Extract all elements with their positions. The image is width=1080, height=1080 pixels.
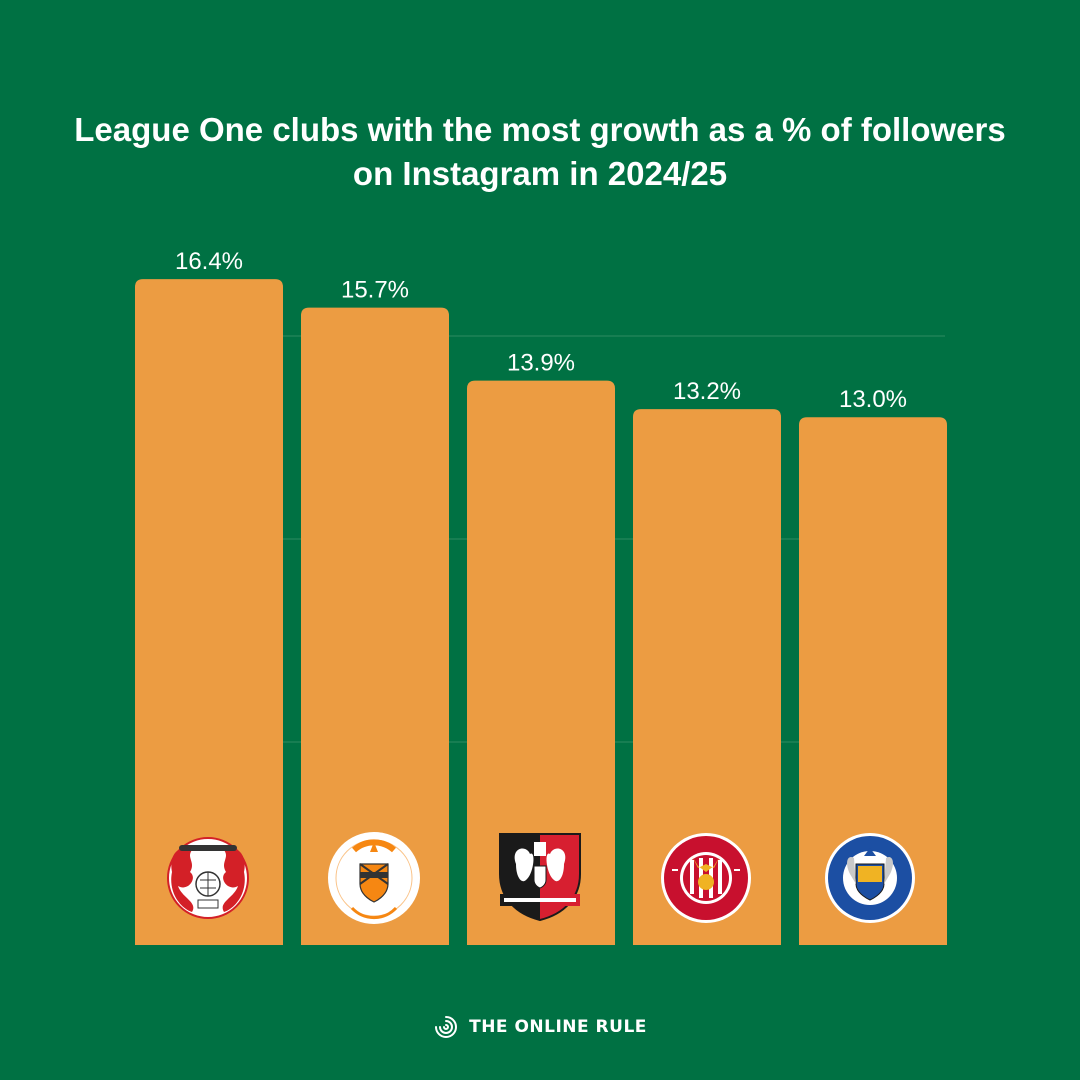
chart-title: League One clubs with the most growth as…	[74, 111, 1006, 192]
bar-blackpool	[301, 307, 449, 946]
bar-chart: 16.4% 15.7% 13.9% 13.2% 13.0%	[135, 248, 947, 946]
data-label-2: 13.9%	[507, 350, 575, 377]
stockport-county-logo	[825, 833, 915, 923]
bar-exeter-city-fc	[467, 380, 615, 945]
bar-stockport-county-fc	[799, 417, 947, 945]
data-label-0: 16.4%	[175, 248, 243, 275]
data-label-4: 13.0%	[839, 386, 907, 413]
leyton-orient-logo	[167, 837, 249, 919]
blackpool-logo	[328, 832, 420, 924]
data-label-1: 15.7%	[341, 277, 409, 304]
exeter-city-logo	[499, 833, 581, 922]
bar-stevenage	[633, 409, 781, 946]
stevenage-logo	[661, 833, 751, 923]
footer-brand: THE ONLINE RULE	[469, 1017, 647, 1037]
bars-group	[135, 279, 947, 946]
data-label-3: 13.2%	[673, 378, 741, 405]
bar-leyton-orient	[135, 279, 283, 945]
fingerprint-icon	[435, 1016, 458, 1038]
footer: THE ONLINE RULE	[0, 1012, 1080, 1042]
data-labels-group: 16.4% 15.7% 13.9% 13.2% 13.0%	[175, 248, 907, 413]
